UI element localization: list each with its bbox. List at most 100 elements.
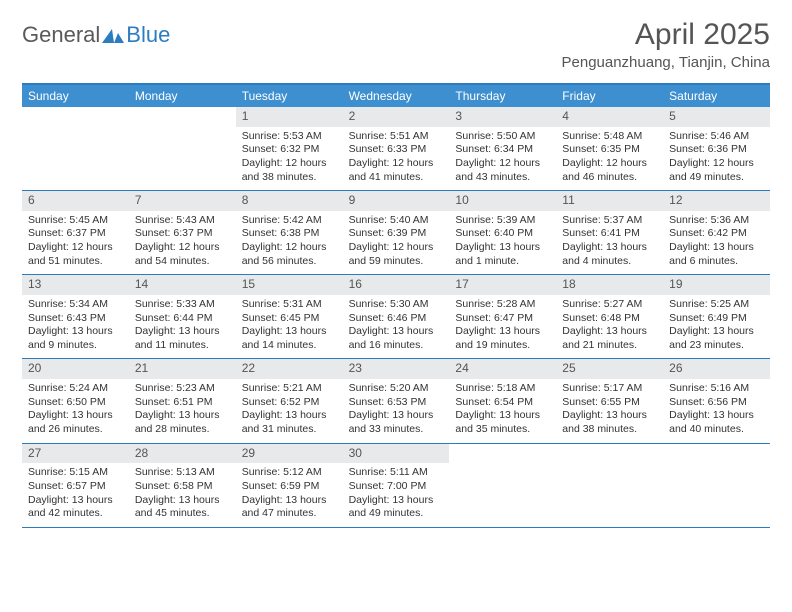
sunrise-text: Sunrise: 5:53 AM	[242, 130, 337, 144]
sunset-text: Sunset: 6:38 PM	[242, 227, 337, 241]
day-number: 23	[343, 359, 450, 379]
sunset-text: Sunset: 7:00 PM	[349, 480, 444, 494]
day-number: 30	[343, 444, 450, 464]
day-cell: 20Sunrise: 5:24 AMSunset: 6:50 PMDayligh…	[22, 359, 129, 442]
brand-part1: General	[22, 22, 100, 48]
daylight-text: Daylight: 13 hours	[349, 494, 444, 508]
day-cell: 2Sunrise: 5:51 AMSunset: 6:33 PMDaylight…	[343, 107, 450, 190]
sunrise-text: Sunrise: 5:37 AM	[562, 214, 657, 228]
dayname: Sunday	[22, 85, 129, 107]
dayname-row: SundayMondayTuesdayWednesdayThursdayFrid…	[22, 85, 770, 107]
sunrise-text: Sunrise: 5:17 AM	[562, 382, 657, 396]
daylight-text: and 31 minutes.	[242, 423, 337, 437]
sunset-text: Sunset: 6:34 PM	[455, 143, 550, 157]
sunrise-text: Sunrise: 5:33 AM	[135, 298, 230, 312]
week-row: 6Sunrise: 5:45 AMSunset: 6:37 PMDaylight…	[22, 191, 770, 275]
sunset-text: Sunset: 6:56 PM	[669, 396, 764, 410]
sunrise-text: Sunrise: 5:25 AM	[669, 298, 764, 312]
daylight-text: Daylight: 12 hours	[562, 157, 657, 171]
day-number: 28	[129, 444, 236, 464]
sunrise-text: Sunrise: 5:20 AM	[349, 382, 444, 396]
empty-cell	[129, 107, 236, 190]
header: General Blue April 2025 Penguanzhuang, T…	[22, 18, 770, 71]
day-number: 5	[663, 107, 770, 127]
daylight-text: and 59 minutes.	[349, 255, 444, 269]
daylight-text: Daylight: 12 hours	[135, 241, 230, 255]
sunset-text: Sunset: 6:53 PM	[349, 396, 444, 410]
day-cell: 21Sunrise: 5:23 AMSunset: 6:51 PMDayligh…	[129, 359, 236, 442]
month-title: April 2025	[562, 18, 771, 52]
daylight-text: and 49 minutes.	[669, 171, 764, 185]
day-cell: 16Sunrise: 5:30 AMSunset: 6:46 PMDayligh…	[343, 275, 450, 358]
daylight-text: and 41 minutes.	[349, 171, 444, 185]
day-cell: 18Sunrise: 5:27 AMSunset: 6:48 PMDayligh…	[556, 275, 663, 358]
daylight-text: and 21 minutes.	[562, 339, 657, 353]
empty-cell	[663, 444, 770, 527]
brand-logo: General Blue	[22, 18, 170, 48]
day-cell: 24Sunrise: 5:18 AMSunset: 6:54 PMDayligh…	[449, 359, 556, 442]
daylight-text: Daylight: 12 hours	[242, 157, 337, 171]
empty-cell	[449, 444, 556, 527]
day-number: 18	[556, 275, 663, 295]
sunset-text: Sunset: 6:54 PM	[455, 396, 550, 410]
day-cell: 9Sunrise: 5:40 AMSunset: 6:39 PMDaylight…	[343, 191, 450, 274]
day-number: 3	[449, 107, 556, 127]
sunset-text: Sunset: 6:59 PM	[242, 480, 337, 494]
sunrise-text: Sunrise: 5:18 AM	[455, 382, 550, 396]
sunrise-text: Sunrise: 5:27 AM	[562, 298, 657, 312]
daylight-text: Daylight: 13 hours	[135, 325, 230, 339]
daylight-text: and 28 minutes.	[135, 423, 230, 437]
calendar: SundayMondayTuesdayWednesdayThursdayFrid…	[22, 83, 770, 528]
sunrise-text: Sunrise: 5:34 AM	[28, 298, 123, 312]
day-number: 20	[22, 359, 129, 379]
day-number: 21	[129, 359, 236, 379]
daylight-text: and 14 minutes.	[242, 339, 337, 353]
day-number: 15	[236, 275, 343, 295]
sunrise-text: Sunrise: 5:30 AM	[349, 298, 444, 312]
day-cell: 7Sunrise: 5:43 AMSunset: 6:37 PMDaylight…	[129, 191, 236, 274]
sunset-text: Sunset: 6:48 PM	[562, 312, 657, 326]
sunrise-text: Sunrise: 5:21 AM	[242, 382, 337, 396]
daylight-text: Daylight: 12 hours	[28, 241, 123, 255]
day-number: 26	[663, 359, 770, 379]
day-cell: 10Sunrise: 5:39 AMSunset: 6:40 PMDayligh…	[449, 191, 556, 274]
brand-part2: Blue	[126, 22, 170, 48]
day-number: 14	[129, 275, 236, 295]
dayname: Friday	[556, 85, 663, 107]
daylight-text: Daylight: 12 hours	[242, 241, 337, 255]
sunset-text: Sunset: 6:52 PM	[242, 396, 337, 410]
daylight-text: and 9 minutes.	[28, 339, 123, 353]
sunrise-text: Sunrise: 5:42 AM	[242, 214, 337, 228]
daylight-text: and 38 minutes.	[562, 423, 657, 437]
sunrise-text: Sunrise: 5:46 AM	[669, 130, 764, 144]
sunset-text: Sunset: 6:57 PM	[28, 480, 123, 494]
day-number: 11	[556, 191, 663, 211]
day-number: 24	[449, 359, 556, 379]
dayname: Saturday	[663, 85, 770, 107]
daylight-text: and 4 minutes.	[562, 255, 657, 269]
sunset-text: Sunset: 6:42 PM	[669, 227, 764, 241]
sunrise-text: Sunrise: 5:51 AM	[349, 130, 444, 144]
daylight-text: Daylight: 13 hours	[242, 409, 337, 423]
sunset-text: Sunset: 6:36 PM	[669, 143, 764, 157]
daylight-text: and 46 minutes.	[562, 171, 657, 185]
day-cell: 19Sunrise: 5:25 AMSunset: 6:49 PMDayligh…	[663, 275, 770, 358]
daylight-text: and 19 minutes.	[455, 339, 550, 353]
day-number: 27	[22, 444, 129, 464]
sunset-text: Sunset: 6:37 PM	[135, 227, 230, 241]
daylight-text: Daylight: 13 hours	[669, 325, 764, 339]
sunset-text: Sunset: 6:35 PM	[562, 143, 657, 157]
daylight-text: Daylight: 13 hours	[669, 241, 764, 255]
day-number: 2	[343, 107, 450, 127]
daylight-text: Daylight: 12 hours	[349, 241, 444, 255]
daylight-text: Daylight: 13 hours	[562, 409, 657, 423]
daylight-text: Daylight: 13 hours	[242, 325, 337, 339]
day-cell: 14Sunrise: 5:33 AMSunset: 6:44 PMDayligh…	[129, 275, 236, 358]
sunset-text: Sunset: 6:37 PM	[28, 227, 123, 241]
daylight-text: and 11 minutes.	[135, 339, 230, 353]
day-cell: 30Sunrise: 5:11 AMSunset: 7:00 PMDayligh…	[343, 444, 450, 527]
day-cell: 1Sunrise: 5:53 AMSunset: 6:32 PMDaylight…	[236, 107, 343, 190]
sunset-text: Sunset: 6:47 PM	[455, 312, 550, 326]
daylight-text: Daylight: 12 hours	[669, 157, 764, 171]
sunrise-text: Sunrise: 5:36 AM	[669, 214, 764, 228]
